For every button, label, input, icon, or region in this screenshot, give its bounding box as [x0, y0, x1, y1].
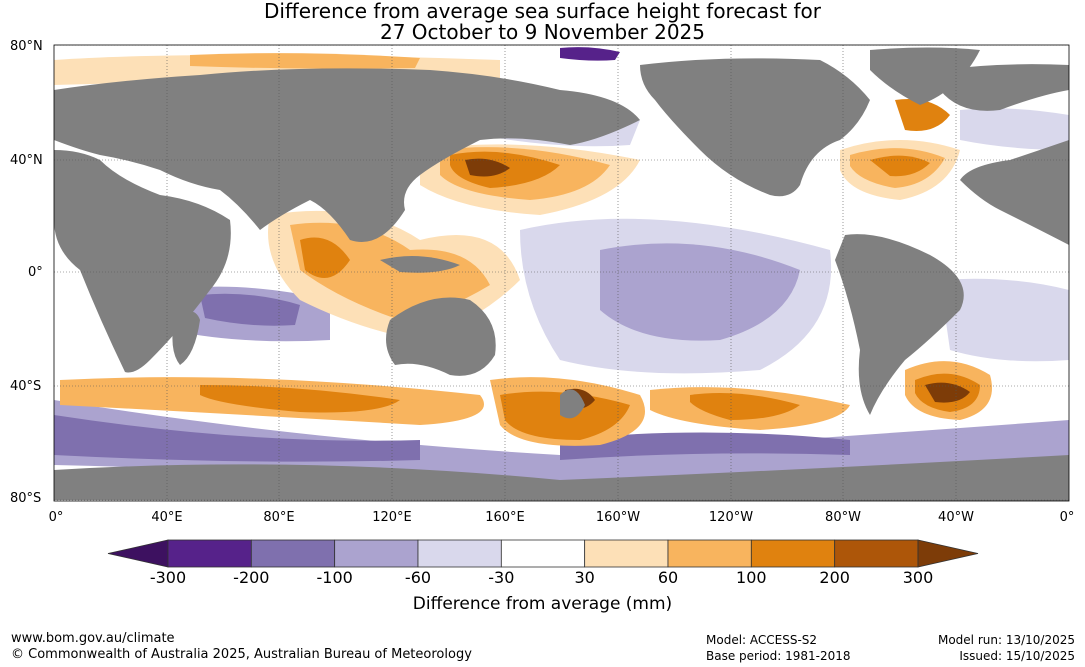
colorbar-cell — [667, 539, 752, 568]
colorbar-cell — [500, 539, 586, 568]
lat-label-80s: 80°S — [10, 491, 42, 506]
lon-label-40e: 40°E — [151, 510, 183, 525]
model-run-text: Model run: 13/10/2025 — [937, 633, 1075, 647]
lon-label-160e: 160°E — [485, 510, 525, 525]
colorbar-extend-low — [107, 539, 169, 568]
lat-label-40n: 40°N — [10, 153, 43, 168]
base-period-text: Base period: 1981-2018 — [706, 649, 851, 663]
eurasia — [54, 68, 640, 242]
colorbar-tick-label: 30 — [574, 568, 595, 587]
colorbar-tick-label: -200 — [233, 568, 270, 587]
north-america — [640, 58, 870, 197]
lat-label-0: 0° — [28, 265, 43, 280]
colorbar-tick-label: 200 — [819, 568, 850, 587]
colorbar-cell — [334, 539, 419, 568]
lon-label-80e: 80°E — [263, 510, 295, 525]
map-frame — [53, 44, 1070, 502]
colorbar-tick-label: 60 — [657, 568, 679, 587]
colorbar-cell — [750, 539, 836, 568]
copyright-text: © Commonwealth of Australia 2025, Austra… — [11, 647, 472, 662]
lat-label-40s: 40°S — [10, 379, 42, 394]
greenland — [870, 47, 980, 105]
lon-label-80w: 80°W — [825, 510, 861, 525]
colorbar-tick-label: 100 — [736, 568, 767, 587]
model-text: Model: ACCESS-S2 — [706, 633, 818, 647]
antarctica — [54, 455, 1069, 501]
colorbar-extend-high — [917, 539, 979, 568]
colorbar-tick-label: -300 — [149, 568, 187, 587]
colorbar-tick-label: -30 — [488, 568, 515, 587]
lon-label-0-left: 0° — [48, 510, 64, 525]
indonesia — [380, 256, 460, 273]
graticule — [54, 45, 1069, 501]
colorbar-cell — [834, 539, 919, 568]
issued-text: Issued: 15/10/2025 — [959, 649, 1075, 663]
colorbar-label: Difference from average (mm) — [412, 594, 673, 614]
lon-label-120e: 120°E — [372, 510, 412, 525]
new-zealand — [560, 389, 585, 419]
europe-africa-east-edge — [940, 64, 1069, 245]
colorbar-tick-label: -60 — [404, 568, 432, 587]
colorbar-cell — [417, 539, 502, 568]
colorbar-cell — [584, 539, 669, 568]
land-masses — [54, 47, 1069, 501]
lon-label-40w: 40°W — [938, 510, 974, 525]
colorbar-cell — [250, 539, 336, 568]
map-title-line-2: 27 October to 9 November 2025 — [379, 20, 706, 44]
madagascar — [172, 311, 200, 365]
map-title-line-1: Difference from average sea surface heig… — [263, 0, 822, 23]
lon-label-160w: 160°W — [595, 510, 641, 525]
sea-surface-height-map — [53, 44, 1070, 502]
colorbar-cell — [167, 539, 252, 568]
colorbar-tick-label: -100 — [316, 568, 353, 587]
colorbar-tick-label: 300 — [902, 568, 934, 587]
australia — [386, 297, 496, 376]
website-text: www.bom.gov.au/climate — [11, 631, 175, 646]
lat-label-80n: 80°N — [10, 39, 43, 54]
lon-label-0-right: 0° — [1059, 510, 1075, 525]
south-america — [835, 234, 964, 415]
lon-label-120w: 120°W — [708, 510, 754, 525]
